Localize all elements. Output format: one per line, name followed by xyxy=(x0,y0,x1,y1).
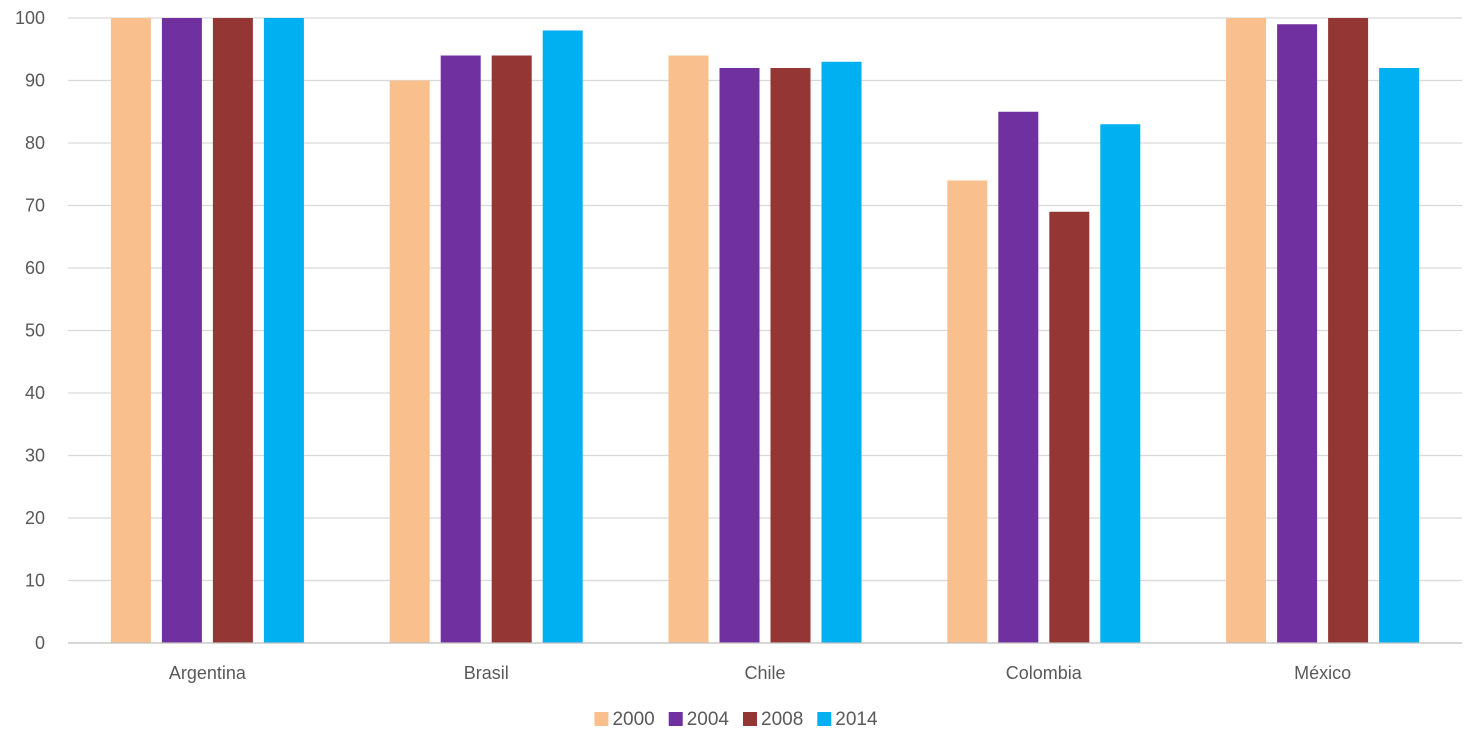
bar-argentina-2008 xyxy=(212,18,253,643)
legend-swatch xyxy=(668,712,683,726)
legend-swatch xyxy=(817,712,832,726)
legend-item-2004: 2004 xyxy=(668,709,730,730)
bar-m-xico-2008 xyxy=(1328,18,1369,643)
x-tick-label: Brasil xyxy=(464,663,509,683)
legend-item-2014: 2014 xyxy=(817,709,878,730)
legend-swatch xyxy=(743,712,757,726)
bar-colombia-2014 xyxy=(1100,124,1141,643)
y-tick-label: 90 xyxy=(25,71,45,91)
bar-colombia-2000 xyxy=(947,180,988,643)
y-tick-label: 0 xyxy=(35,633,45,653)
y-tick-label: 40 xyxy=(25,383,45,403)
bar-chile-2008 xyxy=(770,68,811,643)
bar-m-xico-2004 xyxy=(1277,24,1318,643)
x-tick-label: México xyxy=(1294,663,1351,683)
y-tick-label: 80 xyxy=(25,133,45,153)
legend-item-2000: 2000 xyxy=(594,709,655,730)
bar-m-xico-2000 xyxy=(1226,18,1267,643)
legend-swatch xyxy=(594,712,609,726)
bar-brasil-2000 xyxy=(389,80,430,643)
y-tick-label: 100 xyxy=(15,8,45,28)
y-tick-label: 70 xyxy=(25,196,45,216)
bar-chile-2014 xyxy=(821,61,862,643)
y-tick-label: 60 xyxy=(25,258,45,278)
y-tick-label: 20 xyxy=(25,508,45,528)
y-tick-label: 50 xyxy=(25,321,45,341)
bars xyxy=(110,18,1420,643)
bar-colombia-2008 xyxy=(1049,211,1090,643)
legend-label: 2000 xyxy=(612,709,654,730)
bar-brasil-2008 xyxy=(491,55,532,643)
legend-label: 2008 xyxy=(761,709,803,730)
bar-argentina-2000 xyxy=(110,18,151,643)
legend-label: 2014 xyxy=(835,709,878,730)
x-tick-label: Argentina xyxy=(169,663,247,683)
y-axis-tick-labels: 0 10 20 30 40 50 60 70 80 90 100 xyxy=(15,8,45,653)
bar-argentina-2004 xyxy=(161,18,202,643)
legend: 2000 2004 2008 2014 xyxy=(594,709,878,730)
bar-brasil-2014 xyxy=(542,30,583,643)
bar-m-xico-2014 xyxy=(1379,68,1420,643)
x-axis-tick-labels: Argentina Brasil Chile Colombia México xyxy=(169,663,1351,683)
x-tick-label: Colombia xyxy=(1006,663,1083,683)
y-tick-label: 30 xyxy=(25,446,45,466)
legend-item-2008: 2008 xyxy=(743,709,803,730)
x-tick-label: Chile xyxy=(744,663,785,683)
bar-colombia-2004 xyxy=(998,111,1039,643)
y-tick-label: 10 xyxy=(25,571,45,591)
bar-chile-2000 xyxy=(668,55,709,643)
bar-brasil-2004 xyxy=(440,55,481,643)
legend-label: 2004 xyxy=(687,709,730,730)
bar-argentina-2014 xyxy=(263,18,304,643)
bar-chile-2004 xyxy=(719,68,760,643)
